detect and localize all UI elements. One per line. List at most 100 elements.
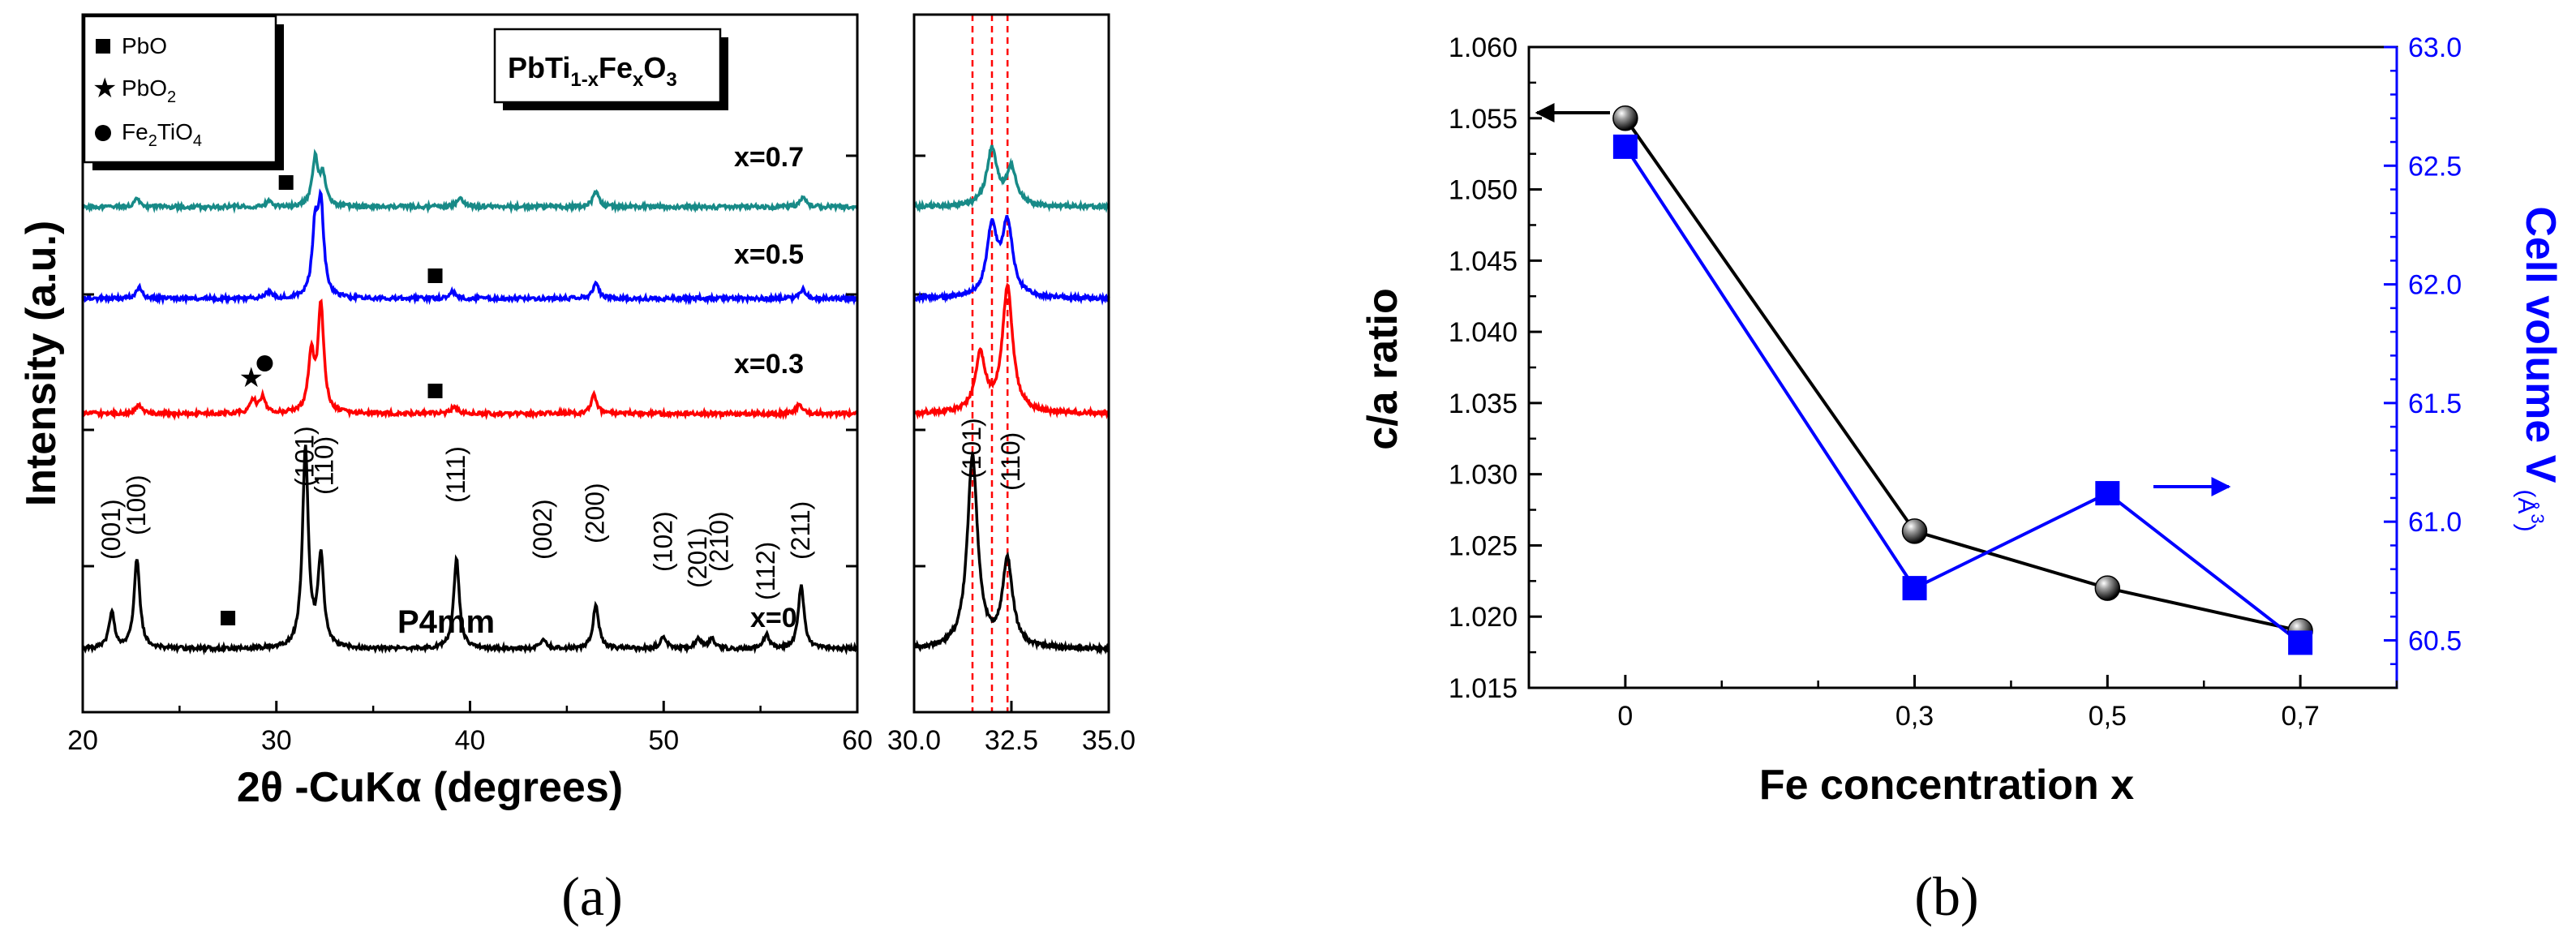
- cell-volume-point: [2095, 481, 2120, 506]
- hkl-label-211: (211): [786, 501, 815, 560]
- series-label-x05: x=0.5: [734, 239, 804, 270]
- series-label-x07: x=0.7: [734, 142, 804, 173]
- hkl-label-100: (100): [122, 474, 151, 535]
- y-tick-label-left-b: 1.040: [1449, 317, 1518, 348]
- hkl-label-200: (200): [581, 483, 610, 543]
- series-label-x0: x=0: [750, 603, 797, 633]
- impurity-fe2tio4-marker: [256, 355, 273, 371]
- xrd-curve-x07: [81, 148, 859, 215]
- hkl-label-110: (110): [309, 436, 338, 495]
- y-axis-right-label-b: Cell volume V(Å3): [2513, 206, 2564, 531]
- legend-circle-marker: [95, 125, 111, 141]
- y-tick-label-left-b: 1.030: [1449, 460, 1518, 491]
- x-tick-label-a: 50: [648, 725, 679, 756]
- legend-label-fe2tio4: Fe2TiO4: [122, 119, 202, 150]
- xrd-curve-x0: [81, 444, 859, 655]
- inset-curve-x03: [912, 282, 1110, 420]
- x-axis-ticks-a: 20 30 40 50 60: [67, 701, 873, 756]
- cell-volume-point: [1612, 134, 1638, 159]
- space-group-label: P4mm: [397, 604, 495, 640]
- x-axis-ticks-b: 0 0,3 0,5 0,7: [1527, 675, 2398, 732]
- y-tick-label-left-b: 1.060: [1449, 32, 1518, 63]
- ca-ratio-point: [2094, 575, 2121, 601]
- x-tick-label-b: 0,7: [2281, 701, 2319, 732]
- y-axis-label-a: Intensity (a.u.): [18, 221, 65, 506]
- x-axis-label-a: 2θ -CuKα (degrees): [237, 764, 623, 811]
- legend-star-marker: ★: [92, 73, 117, 104]
- y-tick-label-right-b: 62.5: [2408, 151, 2462, 182]
- impurity-pbo-marker: [427, 384, 443, 398]
- y-axis-right-ticks-b: 60.5 61.0 61.5 62.0 62.5 63.0: [2384, 32, 2462, 665]
- x-tick-label-inset: 32.5: [985, 725, 1038, 756]
- xrd-series-layer: [81, 148, 859, 655]
- cell-volume-point: [1902, 576, 1927, 601]
- y-tick-label-left-b: 1.020: [1449, 602, 1518, 633]
- hkl-label-201: (201): [683, 527, 712, 588]
- panel-a-inset-plot: (101) (110) 30.0 32.5 35.0: [887, 13, 1136, 756]
- title-box: [493, 28, 722, 104]
- impurity-pbo-marker: [278, 175, 294, 190]
- title-box-a: PbTi1-xFexO3: [493, 28, 728, 110]
- legend-box: [83, 15, 277, 164]
- hkl-label-001: (001): [97, 499, 126, 560]
- xrd-curve-x05: [81, 188, 859, 306]
- x-tick-label-b: 0,5: [2089, 701, 2127, 732]
- series-line-cell-volume: [1624, 145, 2302, 644]
- ca-ratio-point: [1901, 518, 1928, 544]
- hkl-label-111: (111): [441, 446, 470, 503]
- x-tick-label-a: 30: [261, 725, 292, 756]
- hkl-label-112: (112): [751, 542, 780, 600]
- x-tick-label-b: 0: [1617, 701, 1633, 732]
- x-tick-label-a: 60: [842, 725, 873, 756]
- y-tick-label-left-b: 1.045: [1449, 246, 1518, 277]
- inset-series-layer: [912, 144, 1110, 655]
- y-tick-label-right-b: 62.0: [2408, 270, 2462, 301]
- y-tick-label-left-b: 1.015: [1449, 673, 1518, 704]
- x-axis-label-b: Fe concentration x: [1759, 762, 2134, 809]
- x-axis-ticks-inset: 30.0 32.5 35.0: [887, 701, 1136, 756]
- series-label-x03: x=0.3: [734, 349, 804, 380]
- xrd-hkl-labels: (001)(100) (101)(110) (111) (002) (200) (102)…: [97, 426, 815, 600]
- series-line-layer-b: [1612, 105, 2313, 655]
- inset-curve-x05: [912, 215, 1110, 306]
- legend-square-marker: [96, 39, 110, 54]
- y-tick-label-left-b: 1.035: [1449, 389, 1518, 419]
- hkl-label-002: (002): [528, 499, 557, 560]
- panel-label-a: (a): [561, 865, 622, 927]
- inset-hkl-label-101: (101): [957, 418, 986, 479]
- x-tick-label-a: 40: [455, 725, 486, 756]
- impurity-pbo-marker: [427, 268, 443, 283]
- y-tick-label-right-b: 61.5: [2408, 389, 2462, 419]
- x-tick-label-b: 0,3: [1896, 701, 1934, 732]
- impurity-pbo-marker: [221, 611, 236, 625]
- ca-ratio-point: [1612, 105, 1638, 131]
- cell-volume-point: [2288, 630, 2313, 655]
- hkl-label-210: (210): [705, 511, 734, 572]
- inset-reference-lines: [971, 15, 1009, 712]
- hkl-label-101: (101): [290, 426, 320, 487]
- legend-label-pbo: PbO: [122, 33, 167, 58]
- y-axis-left-ticks-b: 1.015 1.020 1.025 1.030 1.035 1.040 1.045 1.050…: [1449, 32, 1542, 704]
- panel-b-plot: 1.015 1.020 1.025 1.030 1.035 1.040 1.045 1.050…: [1359, 32, 2564, 809]
- x-tick-label-inset: 35.0: [1082, 725, 1136, 756]
- inset-curve-x0: [912, 450, 1110, 655]
- legend-a: PbO ★ PbO2 Fe2TiO4: [83, 15, 284, 170]
- y-axis-ticks-a: [83, 154, 925, 568]
- y-tick-label-right-b: 63.0: [2408, 32, 2462, 63]
- xrd-impurity-markers: ★: [221, 175, 443, 625]
- x-tick-label-inset: 30.0: [887, 725, 941, 756]
- x-tick-label-a: 20: [67, 725, 98, 756]
- inset-hkl-labels: (101) (110): [957, 418, 1025, 491]
- legend-label-pbo2: PbO2: [122, 75, 176, 106]
- xrd-curve-x03: [82, 298, 859, 421]
- y-tick-label-right-b: 60.5: [2408, 625, 2462, 656]
- y-tick-label-left-b: 1.025: [1449, 530, 1518, 561]
- y-tick-label-left-b: 1.050: [1449, 175, 1518, 206]
- y-tick-label-right-b: 61.0: [2408, 507, 2462, 538]
- panel-a-main-plot: ★ (001)(100) (101)(110) (111) (002) (200) (10…: [18, 13, 925, 811]
- panel-label-b: (b): [1914, 865, 1978, 927]
- hkl-label-102: (102): [648, 511, 677, 572]
- series-line-ca-ratio: [1624, 117, 2301, 633]
- y-axis-left-label-b: c/a ratio: [1359, 288, 1406, 449]
